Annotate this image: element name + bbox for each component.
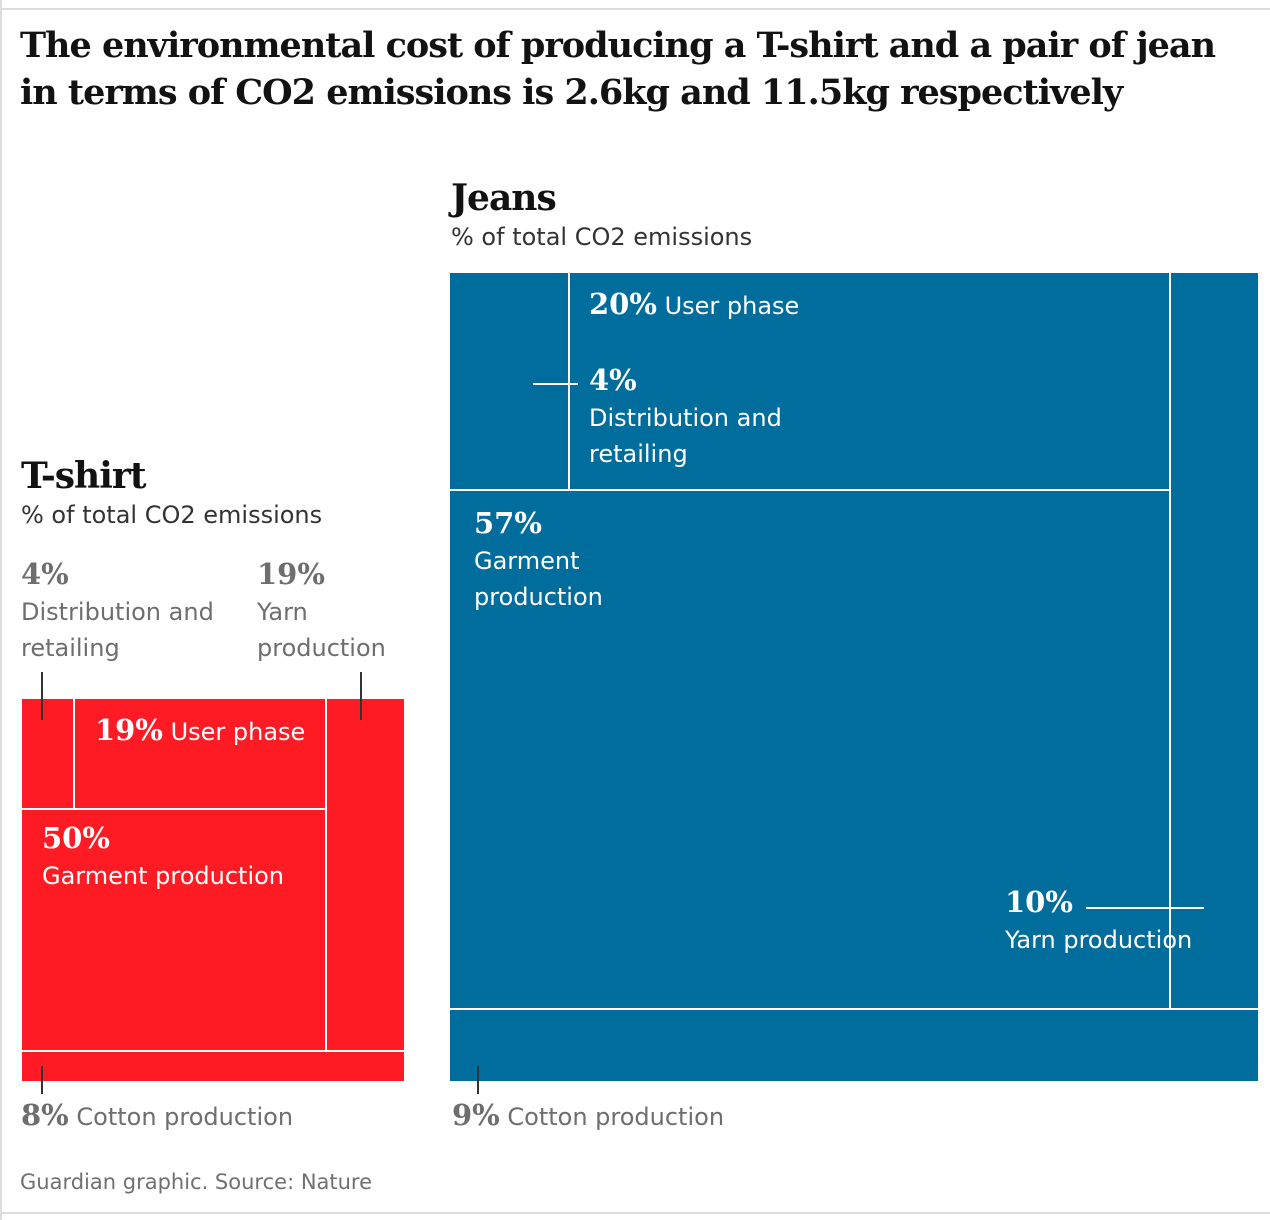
cell-label: 19% User phase	[95, 712, 305, 750]
value-label: 4%	[21, 557, 69, 591]
category-label: Distribution and retailing	[589, 404, 782, 468]
category-label: User phase	[664, 292, 800, 320]
category-label: Cotton production	[507, 1103, 725, 1131]
cell-label: 4% Distribution and retailing	[589, 362, 789, 472]
chart-title: T-shirt	[21, 455, 146, 497]
cell-label: 8% Cotton production	[21, 1097, 293, 1135]
cell-label: 4% Distribution and retailing	[21, 556, 221, 666]
category-label: Yarn production	[1005, 926, 1193, 954]
left-rule	[0, 0, 2, 1220]
chart-subtitle: % of total CO2 emissions	[21, 501, 323, 529]
value-label: 57%	[474, 506, 542, 540]
treemap-cell	[449, 490, 1170, 1010]
category-label: Yarn production	[257, 598, 386, 662]
treemap-cell	[21, 1051, 405, 1082]
category-label: Cotton production	[76, 1103, 294, 1131]
leader-line	[41, 672, 43, 720]
treemap-cell	[21, 698, 74, 810]
category-label: User phase	[170, 718, 306, 746]
treemap-cell	[449, 272, 570, 491]
title: The environmental cost of producing a T-…	[20, 25, 1216, 113]
category-label: Distribution and retailing	[21, 598, 214, 662]
leader-line	[360, 672, 362, 720]
chart-title: Jeans	[451, 177, 557, 219]
leader-line	[1086, 907, 1204, 909]
value-label: 19%	[257, 557, 325, 591]
treemap-cell	[325, 698, 405, 1052]
value-label: 20%	[589, 287, 657, 321]
category-label: Garment production	[474, 547, 603, 611]
value-label: 4%	[589, 363, 637, 397]
source: Guardian graphic. Source: Nature	[20, 1170, 373, 1194]
cell-label: 19% Yarn production	[257, 556, 417, 666]
treemap-cell	[449, 1009, 1259, 1082]
leader-line	[533, 383, 578, 385]
leader-line	[477, 1066, 479, 1094]
bottom-rule	[0, 1212, 1270, 1214]
cell-label: 50% Garment production	[42, 820, 292, 894]
cell-label: 10% Yarn production	[1005, 884, 1205, 958]
category-label: Garment production	[42, 862, 285, 890]
value-label: 8%	[21, 1098, 69, 1132]
value-label: 9%	[452, 1098, 500, 1132]
cell-label: 20% User phase	[589, 286, 799, 324]
treemap-cell	[1169, 272, 1259, 1010]
cell-label: 57% Garment production	[474, 505, 674, 615]
cell-label: 9% Cotton production	[452, 1097, 724, 1135]
treemap-cell	[21, 809, 326, 1052]
top-rule	[0, 8, 1270, 10]
leader-line	[41, 1066, 43, 1094]
value-label: 19%	[95, 713, 163, 747]
value-label: 10%	[1005, 885, 1073, 919]
treemap-cell	[73, 698, 326, 810]
treemap-cell	[569, 272, 1170, 491]
chart-subtitle: % of total CO2 emissions	[451, 223, 753, 251]
value-label: 50%	[42, 821, 110, 855]
